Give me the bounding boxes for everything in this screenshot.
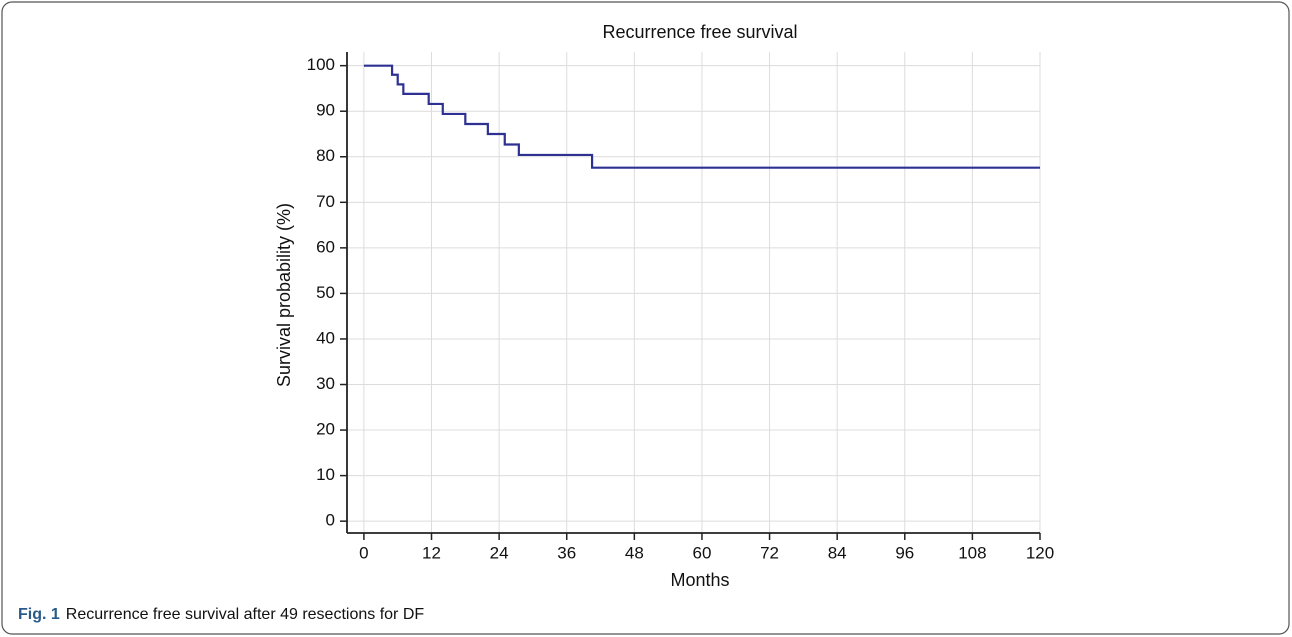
y-tick-label: 60 [316,237,335,256]
x-tick-label: 108 [958,543,986,562]
y-axis-label: Survival probability (%) [274,203,294,387]
y-tick-label: 20 [316,420,335,439]
y-tick-label: 80 [316,146,335,165]
x-tick-label: 48 [625,543,644,562]
x-tick-label: 84 [828,543,847,562]
y-tick-label: 50 [316,283,335,302]
x-tick-label: 120 [1026,543,1054,562]
x-tick-label: 60 [692,543,711,562]
y-tick-label: 40 [316,328,335,347]
x-tick-label: 24 [490,543,509,562]
y-tick-label: 10 [316,465,335,484]
y-tick-label: 0 [326,511,335,530]
caption: Fig. 1 Recurrence free survival after 49 … [18,606,424,623]
y-tick-label: 30 [316,374,335,393]
x-tick-label: 12 [422,543,441,562]
x-axis-label: Months [670,570,729,590]
x-tick-label: 96 [895,543,914,562]
x-tick-label: 0 [359,543,368,562]
x-tick-label: 72 [760,543,779,562]
chart-title: Recurrence free survival [602,22,797,42]
y-tick-label: 70 [316,192,335,211]
y-tick-label: 90 [316,101,335,120]
x-tick-label: 36 [557,543,576,562]
caption-text: Recurrence free survival after 49 resect… [66,606,425,623]
caption-label: Fig. 1 [18,606,60,623]
survival-curve [363,64,1040,169]
y-tick-label: 100 [307,55,335,74]
